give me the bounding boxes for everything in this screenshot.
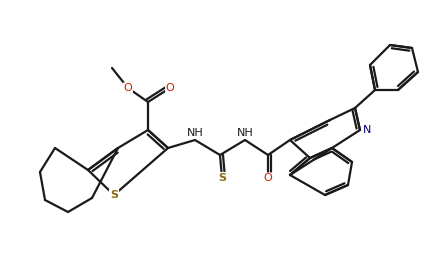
Text: O: O [166,83,174,93]
Text: NH: NH [236,128,253,138]
Text: O: O [264,173,272,183]
Text: S: S [110,190,118,200]
Text: NH: NH [187,128,203,138]
Text: S: S [218,173,226,183]
Text: N: N [363,125,371,135]
Text: O: O [124,83,132,93]
